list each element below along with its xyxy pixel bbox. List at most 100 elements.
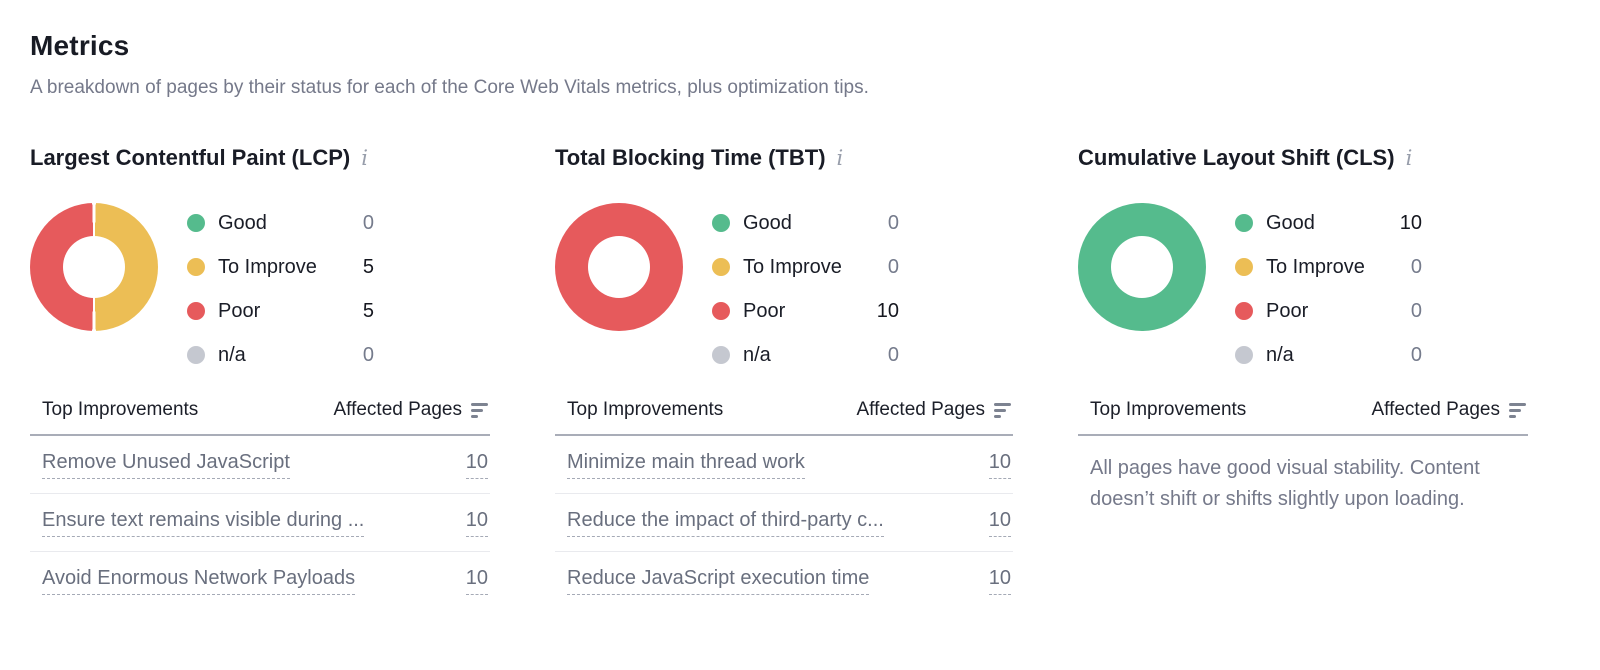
info-icon[interactable]: i (836, 146, 844, 170)
chart-legend: Good 0 To Improve 0 Poor 10 (712, 201, 899, 377)
legend-row-na: n/a 0 (1235, 333, 1422, 377)
legend-row-na: n/a 0 (712, 333, 899, 377)
poor-dot-icon (187, 302, 205, 320)
info-icon[interactable]: i (361, 146, 368, 170)
page-title: Metrics (30, 30, 130, 61)
affected-pages-label: Affected Pages (856, 399, 985, 420)
legend-label: To Improve (218, 255, 317, 278)
table-row: Ensure text remains visible during ... 1… (30, 494, 490, 552)
to-improve-dot-icon (712, 258, 730, 276)
affected-pages-count[interactable]: 10 (465, 567, 488, 595)
improvement-link[interactable]: Minimize main thread work (567, 451, 805, 479)
table-row: Minimize main thread work 10 (555, 436, 1013, 494)
legend-label: n/a (218, 343, 246, 366)
section-title-lcp: Largest Contentful Paint (LCP) (30, 145, 351, 170)
improvements-table-tbt: Top Improvements Affected Pages Minimize… (555, 399, 1013, 610)
legend-value: 5 (362, 299, 374, 322)
improvement-link[interactable]: Ensure text remains visible during ... (42, 509, 365, 537)
legend-value: 0 (362, 211, 374, 234)
legend-label: Poor (743, 299, 786, 322)
sort-icon[interactable] (471, 402, 488, 418)
section-lcp: Largest Contentful Paint (LCP) i Good 0 … (30, 145, 490, 610)
chart-legend: Good 10 To Improve 0 Poor 0 (1235, 201, 1422, 377)
metric-sections: Largest Contentful Paint (LCP) i Good 0 … (30, 145, 1540, 610)
legend-row-to-improve: To Improve 5 (187, 245, 374, 289)
page-subtitle: A breakdown of pages by their status for… (30, 77, 869, 98)
cls-empty-message: All pages have good visual stability. Co… (1090, 457, 1480, 510)
column-header-affected-pages[interactable]: Affected Pages (333, 399, 488, 421)
info-icon[interactable]: i (1405, 146, 1413, 170)
legend-label: Good (218, 211, 267, 234)
legend-row-poor: Poor 0 (1235, 289, 1422, 333)
good-dot-icon (187, 214, 205, 232)
legend-row-poor: Poor 5 (187, 289, 374, 333)
legend-value: 10 (1399, 211, 1422, 234)
legend-value: 0 (1410, 299, 1422, 322)
legend-row-to-improve: To Improve 0 (1235, 245, 1422, 289)
legend-row-poor: Poor 10 (712, 289, 899, 333)
legend-row-good: Good 10 (1235, 201, 1422, 245)
poor-dot-icon (712, 302, 730, 320)
improvements-table-cls: Top Improvements Affected Pages All page… (1078, 399, 1528, 515)
column-header-affected-pages[interactable]: Affected Pages (1371, 399, 1526, 421)
section-title-tbt: Total Blocking Time (TBT) (555, 145, 826, 170)
affected-pages-count[interactable]: 10 (465, 509, 488, 537)
affected-pages-count[interactable]: 10 (988, 567, 1011, 595)
improvement-link[interactable]: Avoid Enormous Network Payloads (42, 567, 356, 595)
legend-label: To Improve (743, 255, 842, 278)
improvement-link[interactable]: Reduce JavaScript execution time (567, 567, 870, 595)
legend-value: 5 (362, 255, 374, 278)
legend-label: Good (1266, 211, 1315, 234)
section-tbt: Total Blocking Time (TBT) i Good 0 To Im… (555, 145, 1013, 610)
legend-row-to-improve: To Improve 0 (712, 245, 899, 289)
metrics-panel: Metrics A breakdown of pages by their st… (30, 30, 1540, 610)
legend-label: Poor (1266, 299, 1309, 322)
section-cls: Cumulative Layout Shift (CLS) i Good 10 … (1078, 145, 1528, 610)
legend-row-na: n/a 0 (187, 333, 374, 377)
legend-label: Poor (218, 299, 261, 322)
affected-pages-label: Affected Pages (1371, 399, 1500, 420)
affected-pages-count[interactable]: 10 (988, 509, 1011, 537)
to-improve-dot-icon (187, 258, 205, 276)
donut-chart-cls (1078, 203, 1206, 331)
column-header-top-improvements: Top Improvements (567, 399, 724, 420)
na-dot-icon (187, 346, 205, 364)
affected-pages-count[interactable]: 10 (465, 451, 488, 479)
legend-row-good: Good 0 (712, 201, 899, 245)
legend-value: 0 (1410, 255, 1422, 278)
good-dot-icon (712, 214, 730, 232)
legend-value: 0 (887, 211, 899, 234)
table-row: Reduce JavaScript execution time 10 (555, 552, 1013, 610)
legend-label: n/a (743, 343, 771, 366)
improvement-link[interactable]: Reduce the impact of third-party c... (567, 509, 884, 537)
poor-dot-icon (1235, 302, 1253, 320)
to-improve-dot-icon (1235, 258, 1253, 276)
column-header-top-improvements: Top Improvements (42, 399, 199, 420)
affected-pages-label: Affected Pages (333, 399, 462, 420)
na-dot-icon (1235, 346, 1253, 364)
table-row: Reduce the impact of third-party c... 10 (555, 494, 1013, 552)
sort-icon[interactable] (994, 402, 1011, 418)
legend-value: 0 (887, 255, 899, 278)
legend-label: Good (743, 211, 792, 234)
donut-chart-tbt (555, 203, 683, 331)
table-row: Remove Unused JavaScript 10 (30, 436, 490, 494)
column-header-affected-pages[interactable]: Affected Pages (856, 399, 1011, 421)
affected-pages-count[interactable]: 10 (988, 451, 1011, 479)
legend-label: To Improve (1266, 255, 1365, 278)
chart-legend: Good 0 To Improve 5 Poor 5 (187, 201, 374, 377)
na-dot-icon (712, 346, 730, 364)
section-title-cls: Cumulative Layout Shift (CLS) (1078, 145, 1395, 170)
improvement-link[interactable]: Remove Unused JavaScript (42, 451, 290, 479)
legend-row-good: Good 0 (187, 201, 374, 245)
legend-label: n/a (1266, 343, 1294, 366)
legend-value: 0 (362, 343, 374, 366)
legend-value: 10 (876, 299, 899, 322)
legend-value: 0 (1410, 343, 1422, 366)
column-header-top-improvements: Top Improvements (1090, 399, 1247, 420)
sort-icon[interactable] (1509, 402, 1526, 418)
table-row: Avoid Enormous Network Payloads 10 (30, 552, 490, 610)
donut-chart-lcp (30, 203, 158, 331)
good-dot-icon (1235, 214, 1253, 232)
legend-value: 0 (887, 343, 899, 366)
